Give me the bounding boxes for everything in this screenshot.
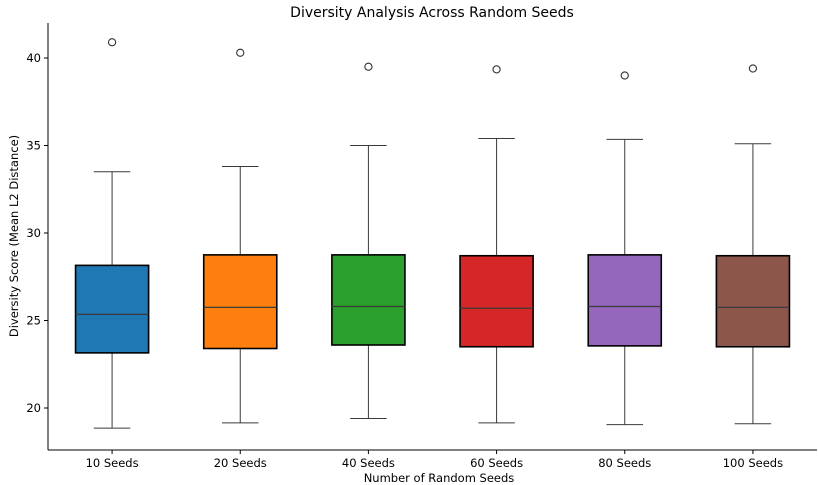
y-tick-label: 40 (26, 51, 41, 65)
plot-area: 20 25 30 35 40 10 Seeds 20 Seeds 40 Seeds 60 See… (26, 23, 817, 470)
outlier-point (364, 62, 373, 71)
outlier-point (107, 38, 117, 47)
outlier-point (620, 71, 629, 80)
y-tick-label: 25 (26, 314, 41, 328)
box-80-seeds (587, 254, 663, 347)
x-tick-label: 60 Seeds (470, 456, 523, 470)
y-axis-label: Diversity Score (Mean L2 Distance) (7, 135, 21, 337)
x-tick-label: 40 Seeds (342, 456, 395, 470)
box-100-seeds (715, 254, 791, 348)
y-tick-label: 35 (26, 139, 41, 153)
box-20-seeds (202, 254, 278, 350)
box-40-seeds (331, 254, 406, 346)
outlier-point (748, 64, 758, 73)
box-60-seeds (459, 254, 534, 348)
outlier-point (492, 65, 501, 74)
x-tick-label: 100 Seeds (723, 456, 783, 470)
outlier-point (236, 48, 245, 57)
x-tick-label: 10 Seeds (86, 456, 139, 470)
x-tick-label: 20 Seeds (214, 456, 267, 470)
chart-title: Diversity Analysis Across Random Seeds (290, 5, 574, 21)
y-tick-label: 30 (26, 226, 41, 240)
box-10-seeds (74, 264, 150, 354)
x-tick-label: 80 Seeds (598, 456, 651, 470)
x-axis-label: Number of Random Seeds (364, 471, 515, 485)
y-tick-label: 20 (26, 401, 41, 415)
